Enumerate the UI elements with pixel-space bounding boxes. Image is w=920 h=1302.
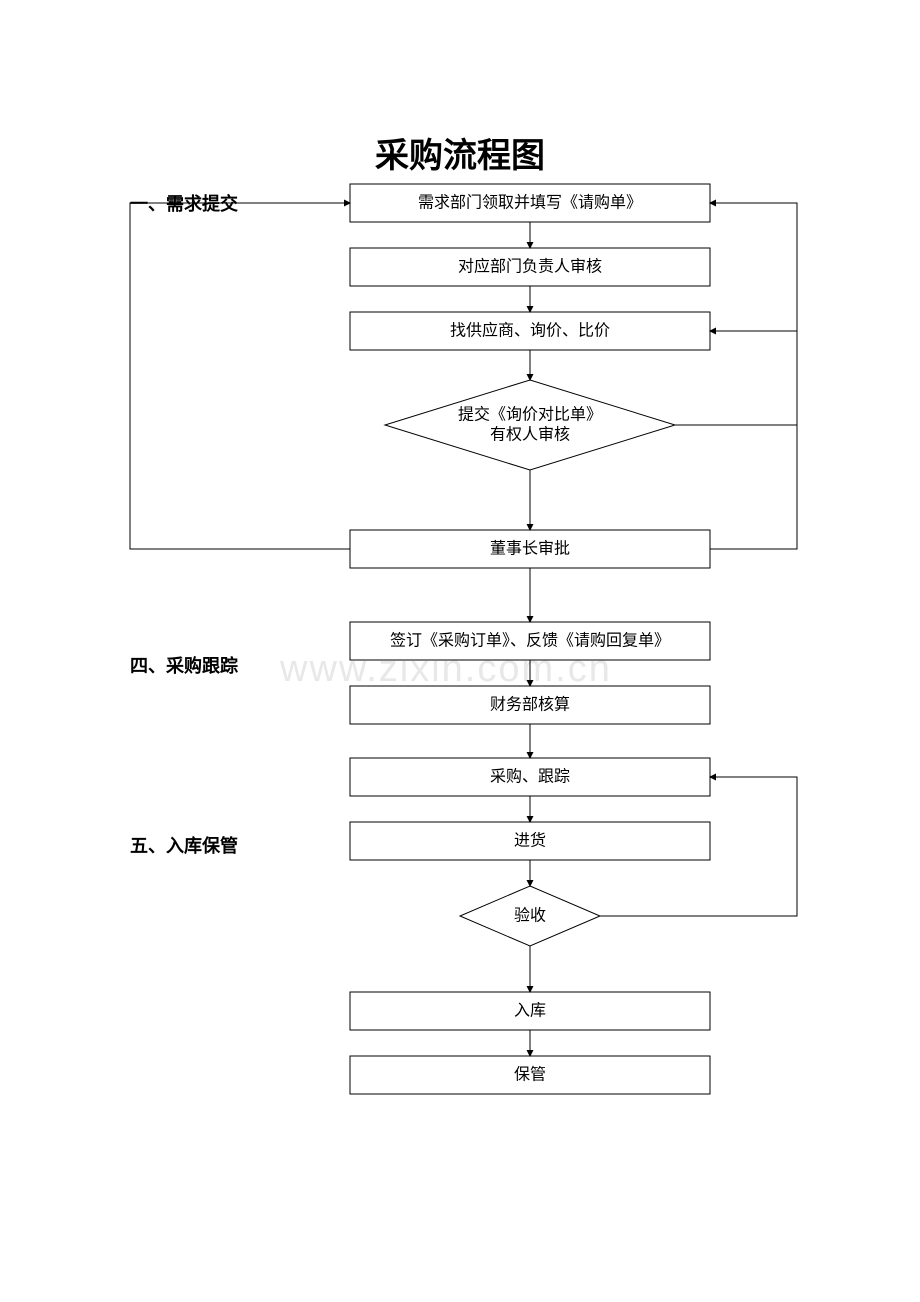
svg-text:董事长审批: 董事长审批 — [490, 540, 570, 558]
svg-text:找供应商、询价、比价: 找供应商、询价、比价 — [450, 321, 610, 340]
svg-text:入库: 入库 — [514, 1002, 546, 1020]
svg-text:签订《采购订单》、反馈《请购回复单》: 签订《采购订单》、反馈《请购回复单》 — [390, 632, 670, 650]
svg-text:有权人审核: 有权人审核 — [490, 426, 570, 444]
svg-text:保管: 保管 — [514, 1066, 546, 1084]
svg-text:对应部门负责人审核: 对应部门负责人审核 — [458, 257, 602, 276]
svg-text:采购、跟踪: 采购、跟踪 — [490, 768, 570, 786]
flowchart-diagram: 需求部门领取并填写《请购单》对应部门负责人审核找供应商、询价、比价提交《询价对比… — [0, 0, 920, 1302]
svg-text:需求部门领取并填写《请购单》: 需求部门领取并填写《请购单》 — [418, 194, 642, 212]
svg-text:财务部核算: 财务部核算 — [490, 695, 570, 714]
svg-text:进货: 进货 — [514, 832, 546, 850]
svg-text:提交《询价对比单》: 提交《询价对比单》 — [458, 406, 602, 424]
svg-text:验收: 验收 — [514, 907, 546, 925]
